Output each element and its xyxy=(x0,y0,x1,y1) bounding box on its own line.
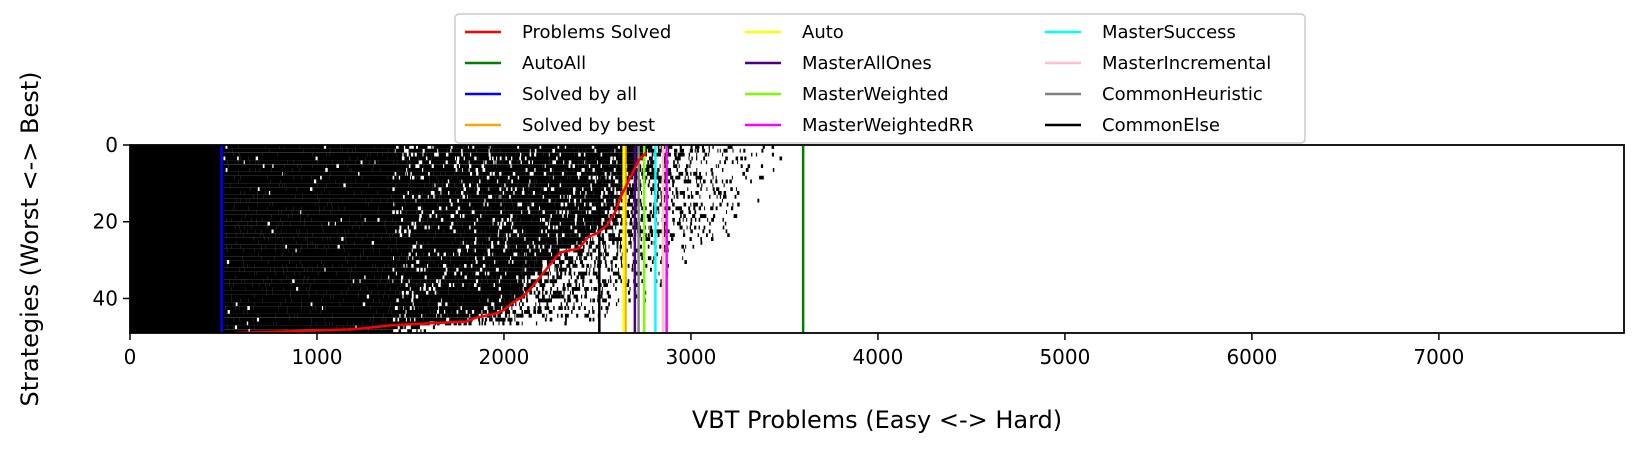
heatmap-row xyxy=(223,275,621,280)
legend-label-solved-by-best: Solved by best xyxy=(522,115,655,136)
heatmap-row xyxy=(223,160,739,165)
x-tick-label: 3000 xyxy=(665,345,716,369)
x-tick-label: 0 xyxy=(124,345,137,369)
x-axis-label: VBT Problems (Easy <-> Hard) xyxy=(692,406,1062,434)
strategy-lines xyxy=(220,145,805,333)
y-tick-label: 0 xyxy=(105,133,118,157)
x-tick-label: 2000 xyxy=(479,345,530,369)
heatmap-row xyxy=(223,271,669,276)
legend-label-masterweighted: MasterWeighted xyxy=(802,84,949,105)
heatmap-row xyxy=(223,252,658,257)
heatmap-row xyxy=(223,306,609,310)
legend-label-commonheuristic: CommonHeuristic xyxy=(1102,84,1263,105)
heatmap-row xyxy=(223,310,608,314)
heatmap-row xyxy=(223,267,652,272)
heatmap-row xyxy=(223,145,775,149)
heatmap-row xyxy=(225,156,783,161)
x-tick-label: 4000 xyxy=(852,345,903,369)
heatmap-row xyxy=(223,229,728,234)
legend-box xyxy=(454,13,1306,144)
heatmap-row xyxy=(223,321,567,326)
heatmap-row xyxy=(223,191,740,195)
y-tick-label: 40 xyxy=(93,286,118,310)
heatmap-row xyxy=(223,168,775,172)
heatmap-row xyxy=(223,283,663,287)
heatmap-row xyxy=(223,164,764,169)
plot-area xyxy=(130,145,805,333)
legend-label-problems-solved: Problems Solved xyxy=(522,22,671,43)
x-tick-label: 1000 xyxy=(292,345,343,369)
heatmap-row xyxy=(223,240,703,245)
heatmap-row xyxy=(223,210,727,215)
heatmap-row xyxy=(223,294,638,299)
y-axis: 0 20 40 xyxy=(93,133,130,310)
heatmap-row xyxy=(223,217,724,222)
heatmap-row xyxy=(223,237,714,241)
y-tick-label: 20 xyxy=(93,210,118,234)
heatmap-row xyxy=(223,256,684,261)
heatmap-row xyxy=(223,206,734,211)
heatmap-row xyxy=(223,260,687,264)
heatmap-row xyxy=(223,214,738,218)
plot-frame xyxy=(129,144,1625,334)
x-tick-label: 5000 xyxy=(1039,345,1090,369)
heatmap-row xyxy=(223,302,618,307)
heatmap-row xyxy=(223,233,730,238)
heatmap-row xyxy=(223,194,737,199)
heatmap-row xyxy=(223,248,685,253)
heatmap-row xyxy=(223,221,727,226)
heatmap-row xyxy=(223,187,737,192)
heatmap-row xyxy=(223,171,745,176)
heatmap-row xyxy=(223,244,695,249)
heatmap-row xyxy=(223,202,740,207)
heatmap-row xyxy=(223,179,752,184)
heatmap-row xyxy=(223,279,663,284)
heatmap-row xyxy=(223,263,669,268)
heatmap-row xyxy=(223,152,774,157)
heatmap-row xyxy=(223,290,647,295)
series-problems-solved xyxy=(234,151,647,333)
legend-label-commonelse: CommonElse xyxy=(1102,115,1220,136)
x-tick-label: 7000 xyxy=(1413,345,1464,369)
y-axis-label: Strategies (Worst <-> Best) xyxy=(16,72,44,407)
legend-label-autoall: AutoAll xyxy=(522,53,586,74)
legend: Problems Solved AutoAll Solved by all Solve… xyxy=(454,13,1306,144)
heatmap-solved-block xyxy=(130,145,224,333)
legend-label-solved-by-all: Solved by all xyxy=(522,84,637,105)
heatmap-row xyxy=(223,317,595,322)
legend-label-auto: Auto xyxy=(802,22,844,43)
x-axis: 0 1000 2000 3000 4000 5000 6000 7000 xyxy=(124,333,1464,369)
heatmap-row xyxy=(223,313,606,318)
heatmap-row xyxy=(223,298,646,303)
legend-label-masterallones: MasterAllOnes xyxy=(802,53,932,74)
legend-label-masterincremental: MasterIncremental xyxy=(1102,53,1271,74)
heatmap-row xyxy=(223,225,725,230)
x-tick-label: 6000 xyxy=(1226,345,1277,369)
heatmap-row xyxy=(223,148,764,153)
legend-label-masterweightedrr: MasterWeightedRR xyxy=(802,115,974,136)
legend-label-mastersuccess: MasterSuccess xyxy=(1102,22,1236,43)
